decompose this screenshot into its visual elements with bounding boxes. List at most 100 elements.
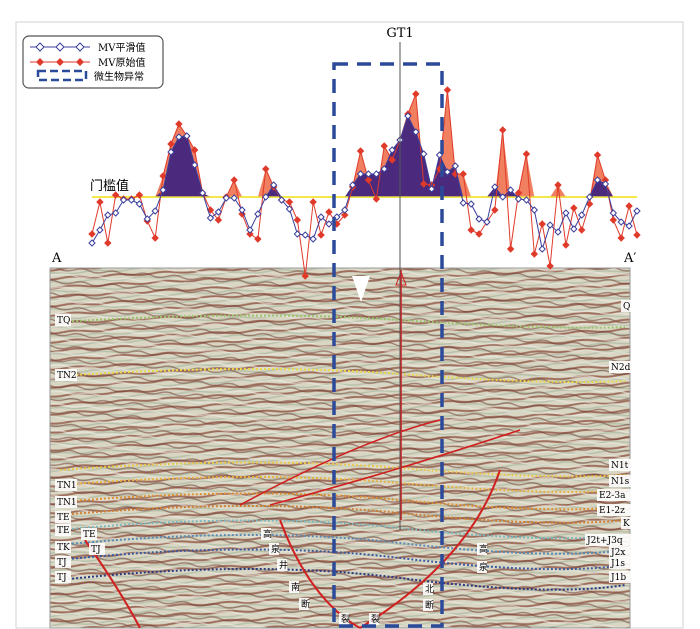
svg-text:K: K: [623, 519, 630, 529]
data-point: [570, 204, 578, 212]
series-fill-0: [92, 116, 637, 197]
data-point: [356, 147, 365, 155]
svg-text:北: 北: [425, 584, 434, 595]
data-point: [127, 196, 136, 204]
data-point: [293, 230, 302, 238]
horizon-line: [59, 548, 626, 571]
data-point: [269, 181, 278, 189]
data-point: [254, 235, 262, 243]
series-line-0: [91, 114, 638, 251]
data-point: [238, 206, 246, 214]
horizon-line: [59, 567, 626, 591]
svg-text:TJ: TJ: [57, 558, 67, 568]
formation-label: E2-3a: [597, 489, 631, 501]
horizon-line: [59, 504, 626, 524]
data-point: [341, 206, 349, 214]
svg-text:J1b: J1b: [610, 573, 626, 583]
fault-label: 井: [277, 559, 288, 571]
svg-text:J1s: J1s: [610, 559, 625, 569]
fault-label: 北: [423, 583, 434, 595]
data-point: [585, 200, 594, 208]
svg-text:TJ: TJ: [91, 545, 101, 555]
fault-label: 高: [477, 543, 488, 555]
data-point: [625, 202, 633, 210]
data-point: [309, 198, 317, 206]
data-point: [475, 215, 483, 223]
data-point: [372, 170, 381, 178]
fault-label: 泉: [477, 561, 488, 573]
data-point: [246, 226, 254, 234]
data-point: [104, 239, 112, 247]
svg-text:TE: TE: [57, 526, 70, 536]
data-point: [151, 207, 159, 215]
data-point: [522, 196, 531, 204]
data-point: [285, 205, 294, 213]
data-point: [491, 183, 499, 191]
data-point: [420, 150, 428, 158]
formation-label: J1b: [609, 571, 631, 583]
data-point: [167, 148, 175, 156]
svg-text:J2t+J3q: J2t+J3q: [586, 536, 623, 546]
data-point: [356, 170, 365, 178]
svg-text:E2-3a: E2-3a: [599, 491, 626, 501]
svg-text:TN1: TN1: [57, 481, 77, 491]
data-point: [214, 208, 223, 216]
fault-label: 断: [299, 598, 310, 610]
data-point: [530, 206, 539, 214]
data-point: [554, 181, 562, 189]
section-end-label: A′: [623, 251, 636, 266]
data-point: [585, 193, 594, 201]
svg-text:E1-2z: E1-2z: [599, 506, 625, 516]
fault-line: [279, 519, 361, 629]
data-point: [175, 120, 183, 128]
data-point: [538, 245, 546, 253]
svg-text:高: 高: [263, 528, 272, 540]
data-point: [277, 196, 286, 204]
data-point: [570, 225, 578, 233]
data-point: [530, 250, 539, 258]
data-point: [412, 90, 420, 98]
data-point: [104, 211, 112, 219]
data-point: [348, 181, 357, 189]
svg-text:断: 断: [425, 599, 434, 611]
well-label: GT1: [386, 26, 413, 41]
svg-text:Q: Q: [623, 302, 630, 312]
horizon-label: TJ: [55, 556, 71, 568]
formation-label: K: [621, 517, 631, 529]
mv-chart: [88, 86, 641, 280]
svg-text:高: 高: [479, 543, 488, 555]
filled-diamond-icon: [36, 58, 84, 66]
data-point: [135, 191, 144, 199]
data-point: [143, 215, 151, 223]
dashed-box-icon: [36, 69, 88, 82]
legend-item-smooth: MV平滑值: [30, 41, 145, 54]
data-point: [301, 231, 309, 239]
fault-label: 泉: [269, 543, 280, 555]
data-point: [427, 185, 436, 193]
svg-text:TK: TK: [57, 543, 70, 553]
data-point: [372, 195, 381, 203]
fault-label: 断: [423, 599, 434, 611]
section-labels: TQ TN2 TN1 TN1 TE TE TK TJ TJ TE TJ Q N2d N1t N1s E2-3a…: [55, 300, 631, 625]
series-line-1: [91, 89, 638, 277]
formation-label: J2t+J3q: [585, 534, 631, 546]
svg-text:裂: 裂: [371, 614, 380, 625]
data-point: [593, 151, 602, 159]
anomaly-box: [332, 62, 444, 628]
data-point: [506, 186, 515, 194]
fault-label: 裂: [339, 613, 350, 625]
data-point: [491, 206, 499, 214]
data-point: [364, 170, 373, 178]
data-point: [404, 112, 412, 120]
horizon-line: [59, 475, 626, 493]
formation-label: E1-2z: [597, 504, 631, 516]
horizon-label: TK: [55, 541, 71, 553]
legend-item-anomaly: 微生物异常: [36, 69, 144, 83]
svg-text:TN2: TN2: [57, 371, 77, 381]
data-point: [625, 222, 633, 230]
svg-text:J2x: J2x: [610, 548, 625, 558]
svg-text:MV平滑值: MV平滑值: [98, 41, 145, 54]
data-point: [262, 165, 270, 173]
data-point: [230, 194, 238, 202]
data-point: [206, 214, 215, 222]
